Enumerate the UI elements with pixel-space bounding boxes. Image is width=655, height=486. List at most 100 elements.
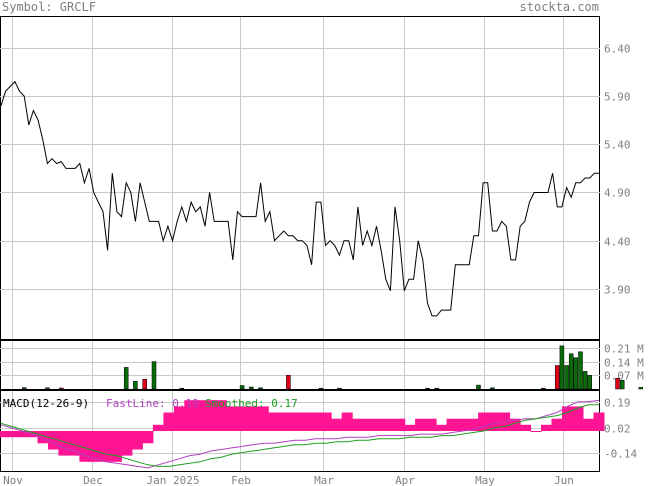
volume-bar (476, 384, 481, 390)
macd-hist-bar (415, 418, 427, 431)
macd-hist-bar (226, 406, 238, 431)
volume-bar (318, 387, 324, 390)
volume-bar (578, 351, 583, 390)
macd-hist-bar (530, 431, 542, 432)
symbol-label: Symbol: GRCLF (2, 0, 96, 14)
macd-hist-bar (362, 418, 374, 431)
macd-hist-bar (352, 418, 364, 431)
macd-tick-label: -0.14 (604, 448, 637, 461)
macd-hist-bar (436, 424, 448, 431)
price-tick-label: 4.40 (604, 236, 631, 249)
volume-bar (142, 378, 147, 390)
volume-bar (568, 353, 574, 390)
volume-tick-label: 0.07 M (604, 370, 644, 383)
macd-hist-bar (331, 418, 343, 431)
date-tick-label: Feb (231, 474, 251, 486)
macd-hist-bar (289, 412, 301, 431)
volume-bar (425, 387, 430, 390)
volume-bar (59, 387, 64, 390)
macd-hist-bar (583, 418, 594, 431)
volume-bar (434, 387, 440, 390)
macd-hist-bar (184, 400, 196, 431)
volume-bar (133, 380, 138, 390)
volume-bar (21, 387, 27, 390)
macd-hist-bar (572, 406, 584, 431)
volume-panel-frame (0, 340, 600, 390)
macd-smoothed-label: Smoothed: 0.17 (205, 397, 298, 410)
volume-bar (337, 387, 342, 390)
price-axis: 6.40 5.90 5.40 4.90 4.40 3.90 (604, 43, 631, 297)
macd-hist-bar (341, 412, 353, 431)
price-tick-label: 3.90 (604, 284, 631, 297)
price-grid (0, 17, 600, 339)
macd-hist-bar (48, 431, 59, 450)
price-tick-label: 6.40 (604, 43, 631, 56)
macd-hist-bar (457, 418, 469, 431)
macd-hist-bar (121, 431, 133, 456)
macd-hist-bar (320, 412, 332, 431)
macd-hist-bar (236, 406, 248, 431)
macd-hist-bar (163, 412, 175, 431)
macd-hist-bar (551, 418, 563, 431)
macd-smoothed-line (0, 404, 599, 467)
macd-hist-bar (257, 406, 269, 431)
price-tick-label: 5.40 (604, 139, 631, 152)
volume-bar (286, 375, 291, 390)
volume-bar (151, 361, 157, 390)
macd-hist-bar (467, 418, 479, 431)
date-tick-label: Jan 2025 (147, 474, 200, 486)
macd-hist-bar (299, 412, 311, 431)
macd-hist-bar (215, 400, 227, 431)
brand-link[interactable]: stockta.com (519, 0, 599, 14)
volume-bar (555, 365, 560, 390)
macd-hist-bar (205, 400, 217, 431)
macd-hist-bar (0, 431, 7, 438)
volume-bar (564, 365, 569, 390)
macd-hist-bar (383, 418, 395, 431)
volume-bar (123, 367, 129, 390)
macd-hist-bar (373, 418, 385, 431)
macd-hist-bar (131, 431, 143, 450)
date-tick-label: May (475, 474, 495, 486)
macd-hist-bar (152, 424, 164, 431)
macd-hist-bar (194, 400, 206, 431)
macd-tick-label: 0.19 (604, 397, 631, 410)
macd-hist-bar (278, 412, 290, 431)
macd-hist-bar (562, 406, 573, 431)
macd-hist-bar (37, 431, 49, 444)
macd-hist-bar (478, 412, 490, 431)
macd-hist-bar (16, 431, 28, 438)
date-tick-label: Mar (314, 474, 334, 486)
date-tick-label: Dec (83, 474, 103, 486)
volume-bar (573, 357, 579, 390)
date-tick-label: Jun (554, 474, 574, 486)
macd-hist-bar (520, 424, 532, 431)
macd-hist-bar (446, 418, 458, 431)
macd-hist-bar (425, 418, 437, 431)
volume-bar (615, 377, 620, 390)
macd-hist-bar (593, 412, 605, 431)
price-line (0, 80, 599, 317)
volume-bar (541, 387, 546, 390)
volume-bar (258, 387, 263, 390)
price-tick-label: 4.90 (604, 187, 631, 200)
macd-fast-label: FastLine: 0.19 (106, 397, 199, 410)
macd-tick-label: 0.02 (604, 423, 631, 436)
macd-hist-bar (6, 431, 17, 438)
date-tick-label: Apr (395, 474, 415, 486)
macd-fast-line (0, 399, 600, 469)
macd-hist-bar (488, 412, 500, 431)
macd-title: MACD(12-26-9) (3, 397, 89, 410)
volume-bar (559, 345, 565, 390)
macd-hist-bar (100, 431, 112, 462)
volume-bar (582, 371, 588, 390)
macd-hist-bar (394, 418, 406, 431)
volume-bar (249, 386, 254, 390)
macd-hist-bar (58, 431, 70, 456)
volume-bar (638, 387, 643, 390)
volume-axis: 0.21 M0.14 M0.07 M (604, 343, 644, 383)
macd-hist-bar (173, 406, 185, 431)
macd-hist-bar (110, 431, 122, 462)
volume-bar (619, 379, 625, 390)
macd-hist-bar (268, 412, 280, 431)
